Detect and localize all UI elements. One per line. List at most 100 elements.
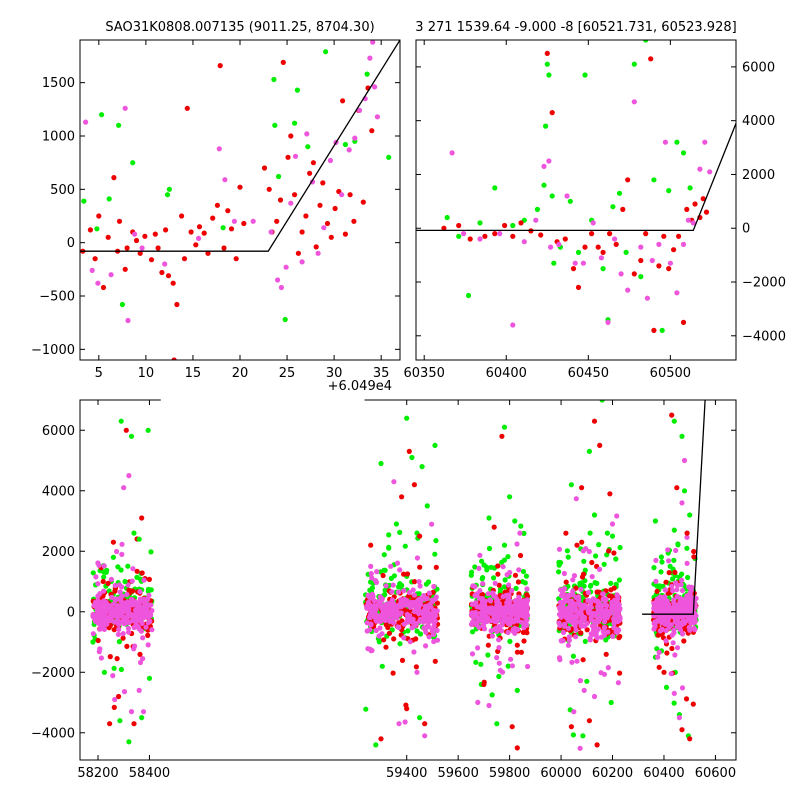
point-red: [491, 524, 497, 530]
point-magenta: [121, 620, 127, 626]
point-red: [620, 206, 626, 212]
point-red: [580, 657, 586, 663]
point-red: [594, 742, 600, 748]
y-tick-label: 4000: [42, 484, 75, 499]
point-red: [496, 582, 502, 588]
point-magenta: [657, 607, 663, 613]
point-magenta: [500, 564, 506, 570]
point-magenta: [580, 548, 586, 554]
point-magenta: [216, 146, 222, 152]
panel-top-left: 5 10 15 20 25 30 35 −1000 −500 0 500 1000 1500 SAO31K…: [31, 20, 401, 394]
point-green: [588, 582, 594, 589]
point-magenta: [638, 244, 644, 250]
point-magenta: [625, 287, 631, 293]
point-magenta: [505, 600, 511, 606]
point-magenta: [521, 623, 527, 629]
point-magenta: [606, 611, 613, 617]
point-magenta: [137, 596, 143, 602]
point-magenta: [678, 582, 684, 588]
x-tick-label: 60350: [404, 366, 445, 381]
point-magenta: [651, 621, 657, 627]
point-green: [687, 512, 693, 518]
point-magenta: [512, 608, 519, 614]
axes-frame: [79, 39, 401, 361]
point-green: [416, 591, 422, 597]
point-magenta: [473, 622, 480, 628]
point-green: [122, 578, 128, 585]
point-magenta: [611, 624, 617, 631]
point-magenta: [373, 579, 380, 586]
point-magenta: [413, 621, 419, 627]
point-magenta: [432, 596, 438, 602]
point-red: [299, 229, 305, 235]
point-green: [381, 552, 387, 558]
point-red: [163, 227, 169, 233]
point-magenta: [416, 579, 422, 585]
point-red: [413, 664, 419, 670]
point-red: [123, 427, 129, 433]
point-magenta: [368, 563, 374, 570]
point-green: [616, 577, 623, 583]
point-magenta: [110, 673, 116, 679]
point-red: [196, 224, 203, 230]
point-magenta: [149, 627, 155, 633]
point-magenta: [389, 589, 395, 595]
point-red: [441, 225, 447, 231]
point-red: [562, 236, 568, 242]
point-magenta: [669, 583, 675, 589]
point-red: [107, 721, 113, 727]
point-green: [146, 675, 153, 681]
point-red: [492, 231, 498, 237]
point-magenta: [369, 647, 375, 654]
point-magenta: [605, 629, 611, 635]
point-green: [674, 139, 680, 145]
point-green: [652, 518, 659, 524]
point-green: [90, 570, 96, 576]
point-magenta: [570, 617, 576, 624]
point-magenta: [127, 602, 133, 608]
point-magenta: [667, 606, 673, 612]
point-magenta: [480, 617, 486, 623]
point-red: [401, 571, 407, 577]
point-red: [683, 696, 690, 702]
point-magenta: [141, 577, 147, 583]
point-red: [266, 186, 272, 192]
point-magenta: [584, 620, 590, 627]
point-red: [676, 233, 682, 239]
point-green: [382, 587, 388, 593]
point-magenta: [566, 637, 573, 643]
point-red: [411, 482, 417, 488]
point-magenta: [402, 719, 408, 725]
x-tick-label: 60450: [568, 366, 609, 381]
point-magenta: [401, 596, 408, 602]
point-magenta: [470, 619, 476, 625]
point-magenta: [142, 601, 148, 608]
point-red: [111, 704, 117, 711]
point-magenta: [681, 457, 688, 464]
point-green: [681, 488, 688, 494]
point-magenta: [103, 607, 109, 613]
point-red: [690, 701, 696, 707]
point-magenta: [516, 594, 522, 600]
point-red: [595, 244, 601, 250]
point-magenta: [557, 657, 563, 663]
point-magenta: [669, 632, 675, 638]
point-magenta: [578, 586, 584, 592]
point-magenta: [666, 558, 672, 564]
point-green: [501, 584, 507, 590]
point-magenta: [487, 597, 493, 603]
point-green: [604, 530, 611, 536]
point-magenta: [573, 496, 579, 502]
y-tick-label: 0: [67, 605, 75, 620]
point-green: [671, 527, 677, 533]
point-magenta: [118, 595, 124, 601]
point-magenta: [679, 587, 686, 594]
point-magenta: [127, 613, 133, 619]
point-red: [233, 256, 239, 262]
point-magenta: [376, 633, 382, 639]
point-red: [591, 418, 598, 424]
point-magenta: [516, 567, 522, 573]
point-red: [514, 649, 521, 655]
point-magenta: [570, 588, 576, 594]
point-red: [174, 301, 180, 308]
